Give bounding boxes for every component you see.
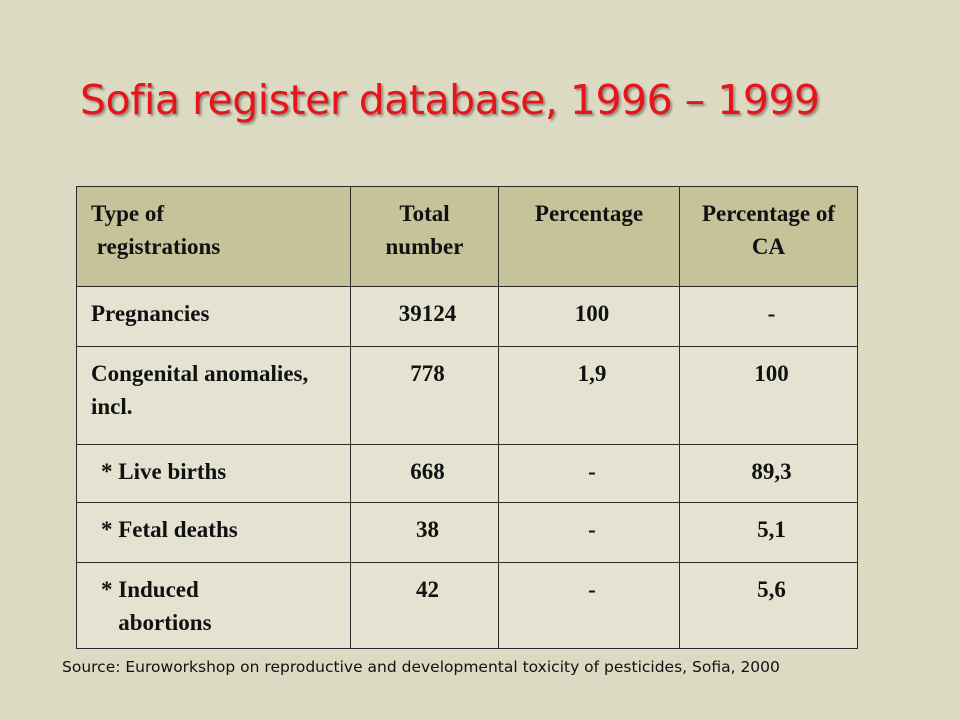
cell-type: * Induced abortions [76,562,351,649]
slide-title: Sofia register database, 1996 – 1999 [80,76,820,124]
table-header-row: Type of registrations Total number Perce… [76,186,858,287]
cell-percentage-ca: 89,3 [679,444,858,503]
table-row: * Induced abortions 42 - 5,6 [76,562,858,649]
cell-percentage-ca: 100 [679,346,858,445]
cell-type: Congenital anomalies, incl. [76,346,351,445]
cell-type: * Live births [76,444,351,503]
cell-percentage: 100 [498,286,680,347]
header-type-of-registrations: Type of registrations [76,186,351,287]
table-row: * Fetal deaths 38 - 5,1 [76,502,858,563]
cell-total: 38 [350,502,499,563]
cell-percentage: - [498,444,680,503]
cell-percentage: - [498,562,680,649]
cell-total: 42 [350,562,499,649]
header-percentage-of-ca: Percentage of CA [679,186,858,287]
cell-percentage-ca: 5,6 [679,562,858,649]
cell-type: Pregnancies [76,286,351,347]
cell-percentage: 1,9 [498,346,680,445]
registrations-table: Type of registrations Total number Perce… [76,186,858,649]
table-row: * Live births 668 - 89,3 [76,444,858,503]
table-row: Congenital anomalies, incl. 778 1,9 100 [76,346,858,445]
header-total-number: Total number [350,186,499,287]
cell-percentage: - [498,502,680,563]
source-note: Source: Euroworkshop on reproductive and… [62,658,780,676]
cell-total: 39124 [350,286,499,347]
cell-percentage-ca: 5,1 [679,502,858,563]
cell-total: 778 [350,346,499,445]
cell-percentage-ca: - [679,286,858,347]
table-row: Pregnancies 39124 100 - [76,286,858,347]
cell-type: * Fetal deaths [76,502,351,563]
cell-total: 668 [350,444,499,503]
header-percentage: Percentage [498,186,680,287]
